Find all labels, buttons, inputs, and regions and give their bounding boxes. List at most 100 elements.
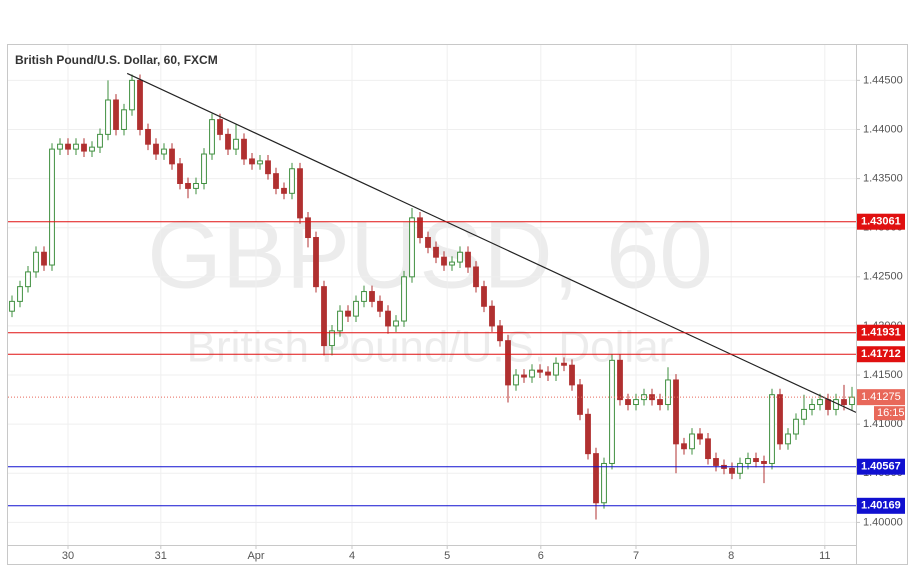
candle-body xyxy=(353,300,359,317)
candle-body xyxy=(673,379,679,445)
candle-body xyxy=(433,246,439,258)
candle-body xyxy=(785,433,791,445)
candle-body xyxy=(529,369,535,378)
y-tick-label: 1.44000 xyxy=(863,123,903,135)
candle-body xyxy=(89,146,95,152)
candle-body xyxy=(129,79,135,111)
candle-body xyxy=(289,168,295,194)
candle-body xyxy=(345,310,351,317)
candle-body xyxy=(593,453,599,504)
candle-body xyxy=(153,143,159,155)
chart-title: British Pound/U.S. Dollar, 60, FXCM xyxy=(15,53,218,67)
level-label: 1.43061 xyxy=(861,216,901,228)
x-tick-label: 7 xyxy=(633,550,639,562)
candle-body xyxy=(601,462,607,504)
candle-body xyxy=(737,462,743,474)
candle-body xyxy=(609,359,615,464)
candle-body xyxy=(473,266,479,288)
level-label-bg xyxy=(857,324,905,341)
candle-body xyxy=(617,359,623,401)
candle-body xyxy=(577,384,583,415)
y-tick-label: 1.42500 xyxy=(863,271,903,283)
level-label-bg xyxy=(857,346,905,363)
candle-body xyxy=(193,182,199,189)
candle-body xyxy=(665,379,671,406)
candle-body xyxy=(49,148,55,266)
candle-body xyxy=(777,394,783,445)
candle-body xyxy=(281,187,287,194)
level-label: 1.40567 xyxy=(861,461,901,473)
candle-body xyxy=(697,433,703,440)
candle-body xyxy=(97,133,103,148)
x-tick-label: Apr xyxy=(247,550,264,562)
candle-body xyxy=(57,143,63,150)
chart-frame xyxy=(7,44,908,565)
candle-body xyxy=(217,119,223,135)
last-price-bg xyxy=(857,389,905,406)
y-tick-label: 1.40000 xyxy=(863,516,903,528)
candle-body xyxy=(41,251,47,266)
candle-body xyxy=(33,251,39,273)
candle-body xyxy=(225,133,231,150)
candle-body xyxy=(561,362,567,366)
candle-body xyxy=(169,148,175,165)
candle-body xyxy=(545,371,551,376)
x-tick-label: 31 xyxy=(155,550,167,562)
candle-body xyxy=(121,109,127,130)
candle-body xyxy=(233,138,239,150)
candle-body xyxy=(297,168,303,219)
candle-body xyxy=(185,182,191,189)
candle-body xyxy=(113,99,119,130)
countdown-bg xyxy=(874,406,905,421)
candle-body xyxy=(257,160,263,165)
level-label: 1.40169 xyxy=(861,500,901,512)
candle-body xyxy=(73,143,79,150)
last-price-label: 1.41275 xyxy=(861,391,901,403)
candle-body xyxy=(241,138,247,160)
candle-body xyxy=(753,458,759,463)
watermark: GBPUSD, 60 xyxy=(147,201,713,308)
level-label: 1.41931 xyxy=(861,327,901,339)
candle-body xyxy=(65,143,71,150)
level-label-bg xyxy=(857,213,905,230)
candle-body xyxy=(329,330,335,347)
y-tick-label: 1.43500 xyxy=(863,172,903,184)
level-label-bg xyxy=(857,458,905,475)
candle-body xyxy=(417,217,423,239)
candle-body xyxy=(265,160,271,175)
countdown-label: 16:15 xyxy=(877,407,905,419)
candle-body xyxy=(161,148,167,155)
candle-body xyxy=(769,394,775,464)
candle-body xyxy=(585,413,591,455)
candle-body xyxy=(793,418,799,435)
candle-body xyxy=(705,438,711,460)
candle-body xyxy=(305,217,311,239)
candle-body xyxy=(81,143,87,152)
candle-body xyxy=(425,237,431,248)
candle-body xyxy=(633,399,639,406)
candle-body xyxy=(497,325,503,342)
candle-body xyxy=(649,394,655,401)
x-tick-label: 11 xyxy=(819,550,830,562)
x-tick-label: 8 xyxy=(728,550,734,562)
candle-body xyxy=(745,458,751,464)
candle-body xyxy=(521,374,527,378)
candle-body xyxy=(105,99,111,135)
candle-body xyxy=(249,158,255,165)
candle-body xyxy=(209,119,215,155)
candle-body xyxy=(177,163,183,184)
candle-body xyxy=(409,217,415,278)
candle-body xyxy=(145,128,151,145)
candle-body xyxy=(441,256,447,266)
candle-body xyxy=(369,291,375,302)
candle-body xyxy=(393,320,399,327)
level-label: 1.41712 xyxy=(861,348,901,360)
candle-body xyxy=(401,276,407,322)
candle-body xyxy=(729,467,735,474)
candle-body xyxy=(713,458,719,466)
candle-body xyxy=(201,153,207,184)
candle-body xyxy=(513,374,519,386)
candle-body xyxy=(841,399,847,406)
x-tick-label: 5 xyxy=(444,550,450,562)
